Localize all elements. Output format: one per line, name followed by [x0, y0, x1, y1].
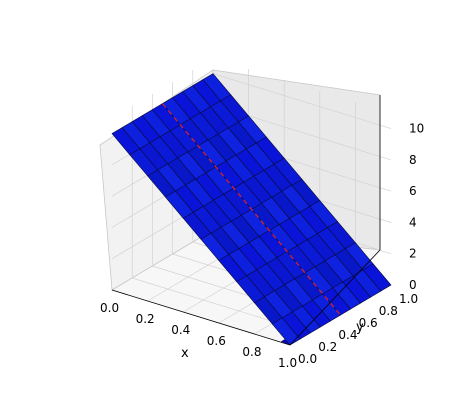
z-tick-label: 0 — [409, 278, 417, 292]
y-axis-label: y — [356, 320, 364, 335]
x-tick-label: 0.0 — [100, 301, 119, 315]
z-tick-label: 2 — [409, 247, 417, 261]
y-tick-label: 0.4 — [338, 328, 357, 342]
x-tick-label: 0.2 — [136, 312, 155, 326]
y-tick-label: 0.2 — [318, 340, 337, 354]
y-tick-label: 0.8 — [379, 304, 398, 318]
z-tick-label: 8 — [409, 153, 417, 167]
y-tick-label: 0.6 — [359, 316, 378, 330]
x-tick-label: 0.8 — [242, 345, 261, 359]
dashed-line — [162, 103, 341, 316]
x-tick-label: 0.4 — [171, 323, 190, 337]
y-axis-line — [289, 249, 381, 346]
x-tick-label: 0.6 — [207, 334, 226, 348]
x-axis-line — [111, 289, 291, 346]
x-axis-label: x — [181, 346, 189, 361]
z-tick-label: 10 — [409, 122, 424, 136]
z-tick-label: 4 — [409, 215, 417, 229]
surface-cell — [362, 263, 392, 292]
tick-labels: 0.00.20.40.60.81.0 0.00.20.40.60.81.00246… — [100, 122, 424, 370]
y-tick-label: 0.0 — [298, 352, 317, 366]
y-tick-label: 1.0 — [399, 292, 418, 306]
x-tick-label: 1.0 — [278, 356, 297, 370]
z-tick-label: 6 — [409, 184, 417, 198]
